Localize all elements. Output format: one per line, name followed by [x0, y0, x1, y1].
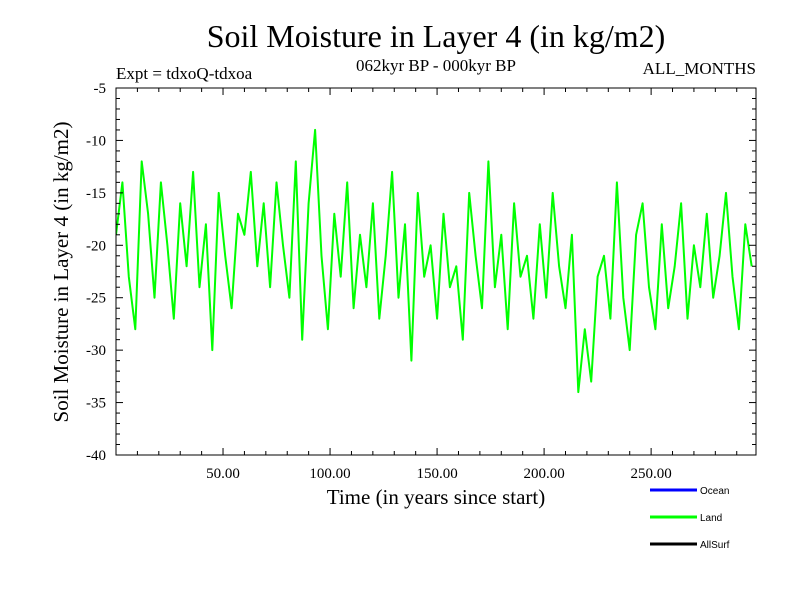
x-axis-label: Time (in years since start): [327, 485, 546, 509]
legend-label-ocean: Ocean: [700, 486, 729, 497]
y-tick-label: -35: [86, 396, 106, 412]
y-tick-label: -30: [86, 343, 106, 359]
y-axis-label: Soil Moisture in Layer 4 (in kg/m2): [49, 122, 73, 423]
y-tick-label: -15: [86, 186, 106, 202]
y-tick-label: -40: [86, 448, 106, 464]
x-tick-label: 250.00: [630, 466, 671, 482]
y-tick-label: -25: [86, 291, 106, 307]
y-tick-label: -10: [86, 133, 106, 149]
subtitle-right: ALL_MONTHS: [643, 59, 756, 78]
legend: Ocean Land AllSurf: [650, 486, 730, 551]
legend-label-allsurf: AllSurf: [700, 540, 730, 551]
legend-label-land: Land: [700, 513, 722, 524]
series-line-land: [116, 128, 753, 394]
x-axis: 50.00 100.00 150.00 200.00 250.00: [136, 88, 738, 482]
series-layer: [116, 128, 753, 394]
y-tick-label: -20: [86, 238, 106, 254]
chart-title: Soil Moisture in Layer 4 (in kg/m2): [207, 18, 666, 54]
x-tick-label: 100.00: [309, 466, 350, 482]
plot-frame: [115, 87, 757, 456]
x-tick-label: 200.00: [523, 466, 564, 482]
y-tick-label: -5: [94, 81, 107, 97]
x-tick-label: 150.00: [416, 466, 457, 482]
subtitle-left: Expt = tdxoQ-tdxoa: [116, 64, 253, 83]
subtitle-center: 062kyr BP - 000kyr BP: [356, 56, 516, 75]
x-tick-label: 50.00: [206, 466, 240, 482]
y-axis: -5 -10 -15 -20 -25 -30 -35 -40: [86, 81, 756, 464]
